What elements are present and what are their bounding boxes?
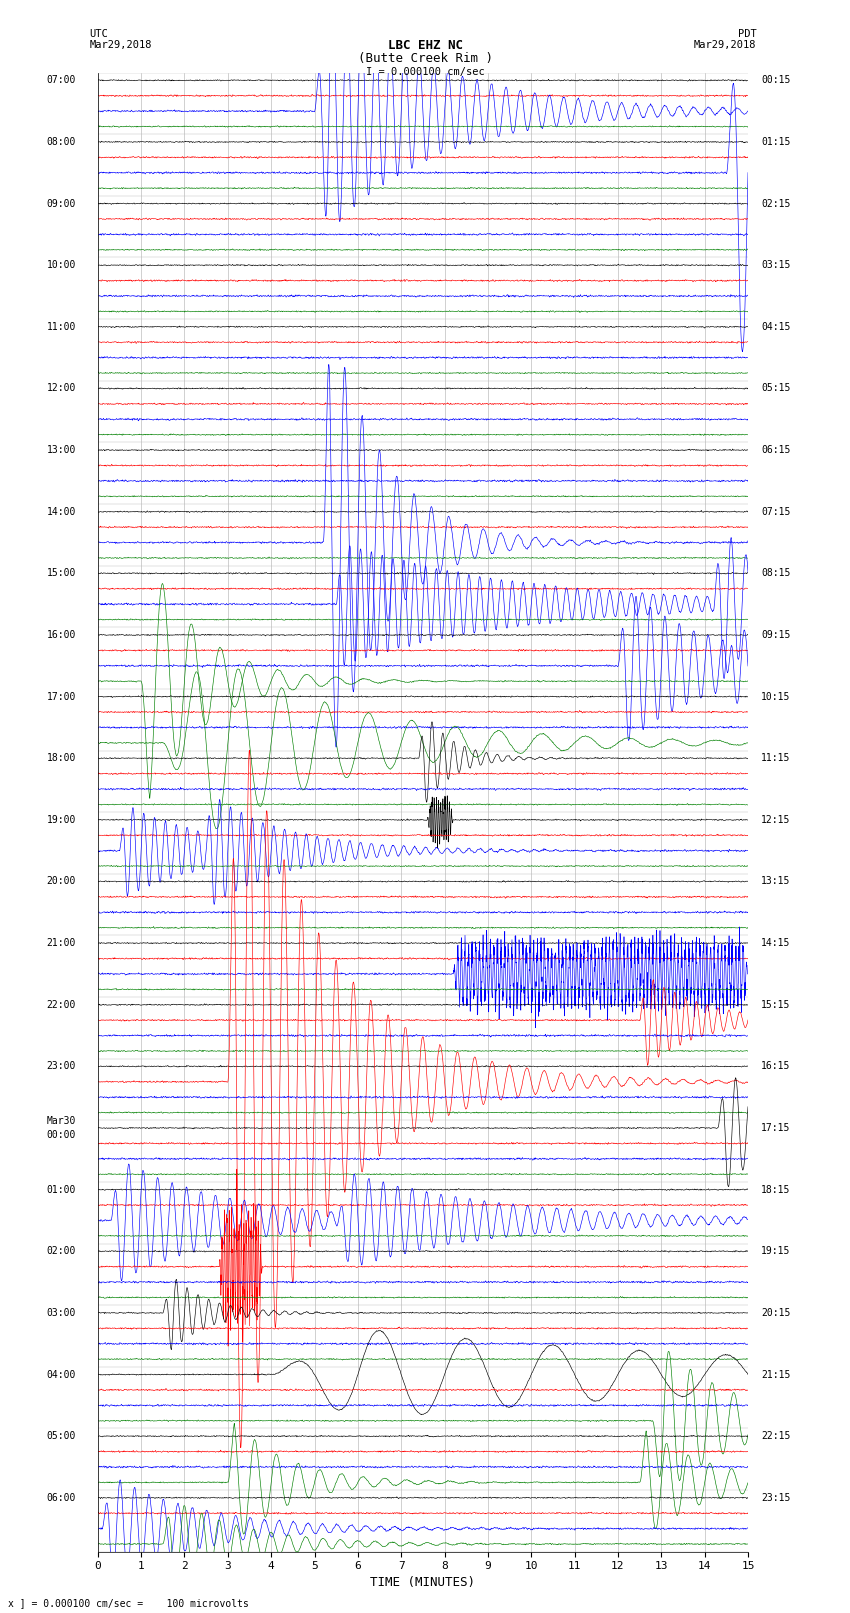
- Text: I = 0.000100 cm/sec: I = 0.000100 cm/sec: [366, 68, 484, 77]
- Text: 02:00: 02:00: [47, 1247, 76, 1257]
- X-axis label: TIME (MINUTES): TIME (MINUTES): [371, 1576, 475, 1589]
- Text: 11:00: 11:00: [47, 323, 76, 332]
- Text: 07:00: 07:00: [47, 76, 76, 85]
- Text: 18:00: 18:00: [47, 753, 76, 763]
- Text: 10:15: 10:15: [761, 692, 790, 702]
- Text: 08:15: 08:15: [761, 568, 790, 579]
- Text: Mar30: Mar30: [47, 1116, 76, 1126]
- Text: 06:00: 06:00: [47, 1492, 76, 1503]
- Text: 10:00: 10:00: [47, 260, 76, 271]
- Text: 16:15: 16:15: [761, 1061, 790, 1071]
- Text: 01:15: 01:15: [761, 137, 790, 147]
- Text: x ] = 0.000100 cm/sec =    100 microvolts: x ] = 0.000100 cm/sec = 100 microvolts: [8, 1598, 249, 1608]
- Text: 04:15: 04:15: [761, 323, 790, 332]
- Text: 08:00: 08:00: [47, 137, 76, 147]
- Text: 12:00: 12:00: [47, 384, 76, 394]
- Text: 06:15: 06:15: [761, 445, 790, 455]
- Text: 03:15: 03:15: [761, 260, 790, 271]
- Text: 07:15: 07:15: [761, 506, 790, 516]
- Text: 20:15: 20:15: [761, 1308, 790, 1318]
- Text: 09:15: 09:15: [761, 631, 790, 640]
- Text: 11:15: 11:15: [761, 753, 790, 763]
- Text: 20:00: 20:00: [47, 876, 76, 887]
- Text: 05:15: 05:15: [761, 384, 790, 394]
- Text: 05:00: 05:00: [47, 1431, 76, 1440]
- Text: 22:15: 22:15: [761, 1431, 790, 1440]
- Text: 00:00: 00:00: [47, 1131, 76, 1140]
- Text: 19:15: 19:15: [761, 1247, 790, 1257]
- Text: Mar29,2018: Mar29,2018: [89, 40, 152, 50]
- Text: 23:15: 23:15: [761, 1492, 790, 1503]
- Text: 15:15: 15:15: [761, 1000, 790, 1010]
- Text: UTC: UTC: [89, 29, 108, 39]
- Text: 03:00: 03:00: [47, 1308, 76, 1318]
- Text: 18:15: 18:15: [761, 1184, 790, 1195]
- Text: 02:15: 02:15: [761, 198, 790, 208]
- Text: 13:00: 13:00: [47, 445, 76, 455]
- Text: 14:15: 14:15: [761, 939, 790, 948]
- Text: (Butte Creek Rim ): (Butte Creek Rim ): [358, 52, 492, 65]
- Text: PDT: PDT: [738, 29, 756, 39]
- Text: 22:00: 22:00: [47, 1000, 76, 1010]
- Text: 17:00: 17:00: [47, 692, 76, 702]
- Text: 16:00: 16:00: [47, 631, 76, 640]
- Text: 21:15: 21:15: [761, 1369, 790, 1379]
- Text: 17:15: 17:15: [761, 1123, 790, 1132]
- Text: 19:00: 19:00: [47, 815, 76, 824]
- Text: 12:15: 12:15: [761, 815, 790, 824]
- Text: 15:00: 15:00: [47, 568, 76, 579]
- Text: 13:15: 13:15: [761, 876, 790, 887]
- Text: 14:00: 14:00: [47, 506, 76, 516]
- Text: 04:00: 04:00: [47, 1369, 76, 1379]
- Text: 09:00: 09:00: [47, 198, 76, 208]
- Text: 00:15: 00:15: [761, 76, 790, 85]
- Text: Mar29,2018: Mar29,2018: [694, 40, 756, 50]
- Text: 21:00: 21:00: [47, 939, 76, 948]
- Text: LBC EHZ NC: LBC EHZ NC: [388, 39, 462, 52]
- Text: 01:00: 01:00: [47, 1184, 76, 1195]
- Text: 23:00: 23:00: [47, 1061, 76, 1071]
